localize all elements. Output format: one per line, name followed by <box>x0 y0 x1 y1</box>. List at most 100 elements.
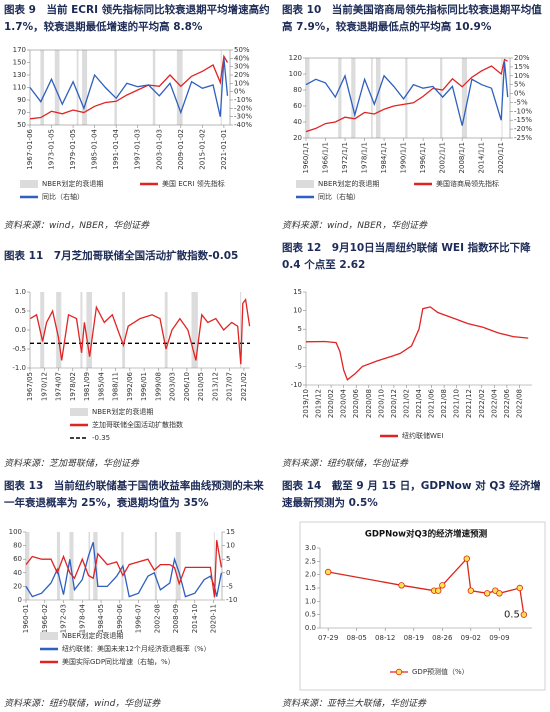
x-tick-label: 2010/05 <box>197 372 205 401</box>
x-tick-label: 1972-03 <box>60 604 68 633</box>
recession-band <box>338 58 342 138</box>
x-tick-label: 2006/10 <box>183 372 191 401</box>
series-line <box>29 54 229 120</box>
x-tick-label: 1974/07 <box>55 372 63 401</box>
x-tick-label: 1991-01-04 <box>112 128 120 169</box>
x-tick-label: 2020/1/1 <box>497 142 505 173</box>
caption: 图表 11 7月芝加哥联储全国活动扩散指数-0.05 <box>4 250 239 262</box>
recession-band <box>152 50 156 125</box>
recession-band <box>164 292 168 368</box>
data-label: 0.5 <box>504 610 520 621</box>
recession-band <box>154 532 157 600</box>
legend-label: 同比（右轴） <box>318 192 360 201</box>
x-tick-label: 08-26 <box>432 634 453 642</box>
y-tick-label: 110 <box>13 84 26 92</box>
x-tick-label: 09-09 <box>489 634 509 642</box>
x-tick-label: 09-02 <box>461 634 481 642</box>
legend-swatch <box>395 668 403 676</box>
y2-tick-label: -5 <box>226 582 233 590</box>
y-tick-label: 10 <box>293 307 302 315</box>
x-tick-label: 2021/08 <box>440 389 448 418</box>
x-tick-label: 1985-01-04 <box>91 128 99 169</box>
y2-tick-label: 20% <box>234 71 250 79</box>
x-tick-label: 2014-10 <box>191 604 199 633</box>
y-tick-label: -10 <box>291 381 302 389</box>
y2-tick-label: 15 <box>226 528 235 536</box>
x-tick-label: 2021/12 <box>465 389 473 418</box>
y2-tick-label: 5 <box>226 555 230 563</box>
x-tick-label: 2015-01-02 <box>198 129 206 170</box>
x-tick-label: 1978/1/1 <box>361 142 369 173</box>
legend-label: NBER划定的衰退期 <box>62 631 123 640</box>
y2-tick-label: 20% <box>514 54 530 62</box>
x-tick-label: 2020/08 <box>365 389 373 418</box>
recession-band <box>88 532 91 600</box>
x-tick-label: 2020/04 <box>340 388 348 418</box>
y-tick-label: 120 <box>289 54 302 62</box>
y2-tick-label: -20% <box>234 104 252 112</box>
x-tick-label: 1996/1/1 <box>419 142 427 173</box>
recession-band <box>56 292 62 368</box>
point <box>324 568 332 576</box>
y-tick-label: 1.0 <box>15 288 26 296</box>
y-tick-label: 5 <box>298 325 302 333</box>
y2-tick-label: -10% <box>234 96 252 104</box>
y2-tick-label: -10% <box>514 107 532 115</box>
x-tick-label: 08-19 <box>404 634 424 642</box>
x-tick-label: 1979-01-05 <box>69 129 77 170</box>
y-tick-label: 0.0 <box>305 624 316 632</box>
y2-tick-label: 30% <box>234 63 250 71</box>
x-tick-label: 1966/1/1 <box>322 142 330 173</box>
caption: 图表 10 当前美国谘商局领先指标同比较衰退期平均值高 7.9%，较衰退期最低点… <box>282 4 542 33</box>
legend-label: NBER划定的衰退期 <box>42 179 103 188</box>
legend-label: 同比（右轴） <box>42 192 84 201</box>
x-tick-label: 2021/02 <box>240 372 248 401</box>
recession-band <box>375 58 381 138</box>
source: 资料来源：wind，NBER，华创证券 <box>282 221 428 231</box>
y2-tick-label: 10% <box>234 79 250 87</box>
y-tick-label: 150 <box>13 59 26 67</box>
point <box>516 584 523 592</box>
y2-tick-label: 10% <box>514 72 530 80</box>
x-tick-label: 2002-08 <box>153 604 161 633</box>
y-tick-label: 2.5 <box>305 557 316 565</box>
y-tick-label: 0.5 <box>305 611 316 619</box>
y-tick-label: 50 <box>17 121 26 129</box>
recession-band <box>82 50 88 125</box>
chart-border <box>299 521 546 691</box>
y-tick-label: 20 <box>293 134 302 142</box>
y-tick-label: 70 <box>17 109 26 117</box>
point <box>463 555 470 562</box>
x-tick-label: 1967/05 <box>26 372 34 401</box>
x-tick-label: 1967-01-06 <box>26 128 34 169</box>
recession-band <box>240 292 242 368</box>
y2-tick-label: 0% <box>514 90 525 98</box>
y2-tick-label: -15% <box>514 116 532 124</box>
x-tick-label: 1966-02 <box>41 604 49 633</box>
recession-band <box>306 58 310 138</box>
legend-label: 芝加哥联储全国活动扩散指数 <box>92 420 183 429</box>
legend-label: 美国实际GDP同比增速（右轴，%） <box>62 657 175 666</box>
series-line <box>305 58 508 133</box>
y2-tick-label: -40% <box>234 121 252 129</box>
source: 资料来源：亚特兰大联储，华创证券 <box>282 699 427 709</box>
legend-swatch <box>70 408 88 416</box>
x-tick-label: 1999/08 <box>154 372 162 401</box>
x-tick-label: 2020/02 <box>327 389 335 418</box>
y2-tick-label: -20% <box>514 125 532 133</box>
y-tick-label: 80 <box>293 86 302 94</box>
y2-tick-label: 15% <box>514 63 530 71</box>
recession-band <box>54 50 60 125</box>
y-tick-label: 170 <box>13 46 26 54</box>
x-tick-label: 2021/04 <box>415 388 423 418</box>
point <box>496 590 503 597</box>
legend-label: 纽约联储：美国未来12个月经济衰退概率（%） <box>62 644 211 653</box>
source: 资料来源：芝加哥联储，华创证券 <box>4 459 140 469</box>
x-tick-label: 2021-01-01 <box>220 129 228 170</box>
legend-swatch <box>40 632 58 640</box>
y-tick-label: -5 <box>295 362 302 370</box>
x-tick-label: 2020-11 <box>210 604 218 633</box>
source: 资料来源：纽约联储，华创证券 <box>282 459 409 469</box>
recession-band <box>220 50 222 125</box>
y-tick-label: 40 <box>293 118 302 126</box>
